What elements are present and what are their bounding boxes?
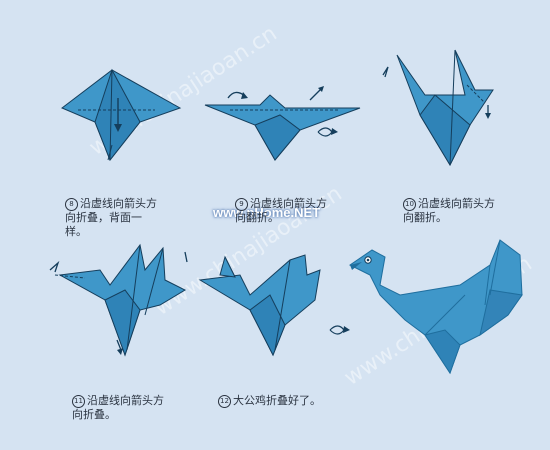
step-12-caption: 12 大公鸡折叠好了。 bbox=[218, 380, 321, 408]
step-8-caption: 8 沿虚线向箭头方 向折叠，背面一 样。 bbox=[65, 183, 157, 239]
origami-step-12-drawing bbox=[198, 254, 350, 357]
step-10-caption: 10 沿虚线向箭头方 向翻折。 bbox=[403, 183, 495, 225]
step-11-caption: 11 沿虚线向箭头方 向折叠。 bbox=[72, 380, 164, 422]
origami-step-8-drawing bbox=[61, 68, 182, 161]
step-12-number: 12 bbox=[218, 395, 231, 408]
step-8-number: 8 bbox=[65, 198, 78, 211]
step-9-number: 9 bbox=[235, 198, 248, 211]
step-9-text: 沿虚线向箭头方 向翻折。 bbox=[235, 197, 327, 224]
step-11-text: 沿虚线向箭头方 向折叠。 bbox=[72, 394, 164, 421]
origami-rooster-drawing bbox=[349, 239, 523, 375]
step-8-text: 沿虚线向箭头方 向折叠，背面一 样。 bbox=[65, 197, 157, 238]
step-12-figure bbox=[195, 235, 355, 360]
step-9-caption: 9 沿虚线向箭头方 向翻折。 bbox=[235, 183, 327, 225]
step-10-number: 10 bbox=[403, 198, 416, 211]
origami-step-9-drawing bbox=[204, 86, 361, 161]
rooster-figure bbox=[340, 235, 535, 375]
step-9-figure bbox=[200, 80, 370, 170]
step-10-text: 沿虚线向箭头方 向翻折。 bbox=[403, 197, 495, 224]
step-8-figure bbox=[50, 60, 190, 170]
origami-step-10-drawing bbox=[382, 49, 494, 167]
origami-step-11-drawing bbox=[49, 243, 188, 357]
step-11-number: 11 bbox=[72, 395, 85, 408]
step-11-figure bbox=[45, 230, 195, 360]
step-12-text: 大公鸡折叠好了。 bbox=[233, 394, 321, 407]
step-10-figure bbox=[375, 45, 505, 170]
